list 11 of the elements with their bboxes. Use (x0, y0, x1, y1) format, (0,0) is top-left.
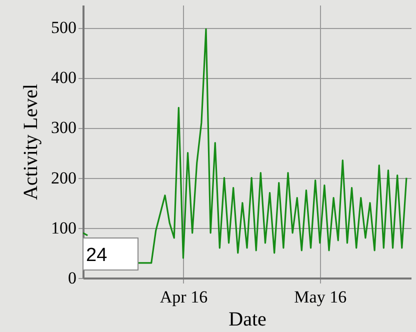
y-tick-label: 400 (51, 68, 76, 88)
x-tick-label: Apr 16 (160, 288, 208, 306)
x-axis-title: Date (228, 308, 266, 330)
y-axis-title: Activity Level (20, 84, 42, 200)
annotation: 24 (86, 245, 108, 266)
y-tick-label: 200 (51, 168, 76, 188)
y-tick-label: 100 (51, 218, 76, 238)
y-tick-label: 0 (68, 268, 76, 288)
y-tick-label: 300 (51, 118, 76, 138)
x-tick-label: May 16 (294, 288, 347, 306)
y-tick-label: 500 (51, 18, 76, 38)
